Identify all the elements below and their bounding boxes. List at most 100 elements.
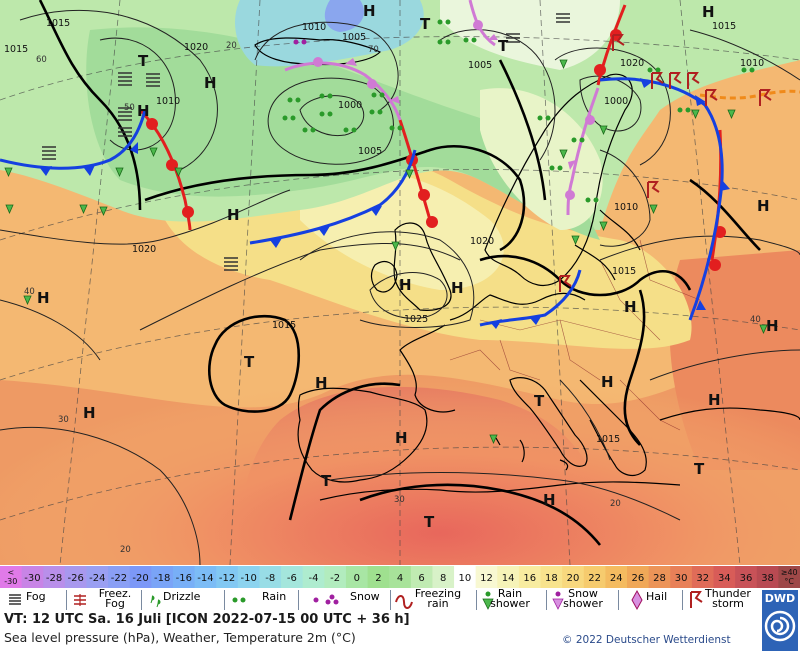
warm-front-scandinavia [596, 4, 627, 86]
legend-drizzle: Drizzle [145, 588, 217, 612]
scale-label: -30 [24, 573, 40, 584]
scale-color [281, 566, 304, 588]
low-pressure-center: T [420, 15, 431, 33]
isobar-1015-italy [559, 379, 611, 461]
thick-isobar-balkans [623, 289, 646, 446]
isobar-label: 1010 [740, 58, 764, 69]
scale-color [0, 566, 23, 588]
scale-cell: 36 [735, 566, 758, 588]
coastline-britain [393, 222, 452, 311]
scale-color [432, 566, 455, 588]
occluded-front-symbols [313, 20, 595, 200]
thick-isobar-north-scandinavia [498, 59, 547, 201]
scale-label: 6 [418, 573, 424, 584]
scale-cell: 2 [367, 566, 390, 588]
isobar-1010-east [689, 29, 800, 81]
isobar-label: 1015 [46, 18, 70, 29]
scale-cell: -28 [43, 566, 66, 588]
isobar-label: 1025 [404, 314, 428, 325]
legend-freezing-fog: Freez. Fog [70, 588, 140, 612]
isobar-label: 1020 [184, 42, 208, 53]
scale-label: -22 [111, 573, 127, 584]
country-borders [449, 239, 701, 431]
coastline-iberia [297, 387, 428, 483]
cold-front-atlantic [0, 109, 147, 170]
isobar-label: 1015 [4, 44, 28, 55]
scale-cell: -24 [86, 566, 109, 588]
high-pressure-center: H [399, 276, 412, 294]
rain-symbols [282, 19, 755, 203]
scale-color [108, 566, 131, 588]
coastlines [254, 37, 800, 501]
scale-label: °C [784, 577, 794, 586]
scale-color [216, 566, 239, 588]
scale-label: 0 [354, 573, 360, 584]
scale-cell: -14 [194, 566, 217, 588]
scale-label: 24 [610, 573, 623, 584]
occluded-front-scandinavia [566, 87, 600, 216]
scale-color [756, 566, 779, 588]
high-pressure-center: H [451, 279, 464, 297]
scale-label: 20 [567, 573, 580, 584]
scale-label: 18 [545, 573, 558, 584]
scale-color [475, 566, 498, 588]
isobar-1015-east [599, 235, 800, 261]
legend-thunderstorm-label: Thunder storm [705, 587, 751, 610]
isobar-label: 1020 [620, 58, 644, 69]
isobar-1010-baltic [599, 149, 651, 247]
isobar-1020-south [329, 472, 681, 521]
scale-cell: -20 [129, 566, 152, 588]
isobar-label: 1010 [614, 202, 638, 213]
high-pressure-center: H [708, 391, 721, 409]
low-pressure-center: T [534, 392, 545, 410]
scale-label: 8 [440, 573, 446, 584]
scale-cell: 18 [540, 566, 563, 588]
scale-color [367, 566, 390, 588]
isobar-1015-central [139, 242, 461, 331]
high-pressure-center: H [315, 374, 328, 392]
scale-color [713, 566, 736, 588]
scale-color [583, 566, 606, 588]
snow-symbols [293, 39, 307, 45]
isobar-1005-scandinavia [439, 29, 556, 161]
temperature-field-north-deep-green [86, 27, 600, 241]
scale-cell: 4 [389, 566, 412, 588]
legend-rain: Rain [228, 588, 294, 612]
scale-color [151, 566, 174, 588]
coastline-turkey [659, 407, 800, 421]
dwd-swirl-icon [764, 610, 796, 642]
scale-label: -10 [240, 573, 256, 584]
scale-label: 22 [588, 573, 601, 584]
isobar-label: 1005 [468, 60, 492, 71]
coastline-italy [509, 377, 588, 467]
scale-label: -18 [154, 573, 170, 584]
isobar-1010-iceland [254, 21, 399, 111]
temperature-field-iceland-blue [324, 0, 364, 32]
rain-shower-symbols [4, 59, 768, 444]
freezing-fog-icon [74, 594, 86, 606]
scale-label: 14 [502, 573, 515, 584]
scale-cell: -12 [216, 566, 239, 588]
scale-color [540, 566, 563, 588]
scale-cell: 10 [454, 566, 477, 588]
legend-rain-label: Rain [262, 590, 287, 603]
low-pressure-center: T [138, 52, 149, 70]
temperature-scale: <-30 -30 -28 -26 -24 -22 -20 -18 -16 -14 -12 -10 -8-… [0, 566, 800, 588]
freezing-rain-icon [395, 595, 413, 609]
high-pressure-center: H [624, 298, 637, 316]
scale-label: ≥40 [781, 568, 798, 577]
scale-color [691, 566, 715, 588]
isobar-label: 1010 [302, 22, 326, 33]
scale-cell: 14 [497, 566, 520, 588]
scale-cell: 22 [583, 566, 606, 588]
scale-label: -28 [46, 573, 62, 584]
thick-isobar-med [359, 483, 602, 546]
fog-icon [9, 594, 21, 605]
scale-color [518, 566, 542, 588]
high-pressure-center: H [227, 206, 240, 224]
scale-cell: -18 [151, 566, 174, 588]
isobar-label: 1005 [342, 32, 366, 43]
scale-cell: -30 [21, 566, 44, 588]
isobar-label: 1015 [596, 434, 620, 445]
occluded-front-iceland-low [284, 61, 402, 121]
